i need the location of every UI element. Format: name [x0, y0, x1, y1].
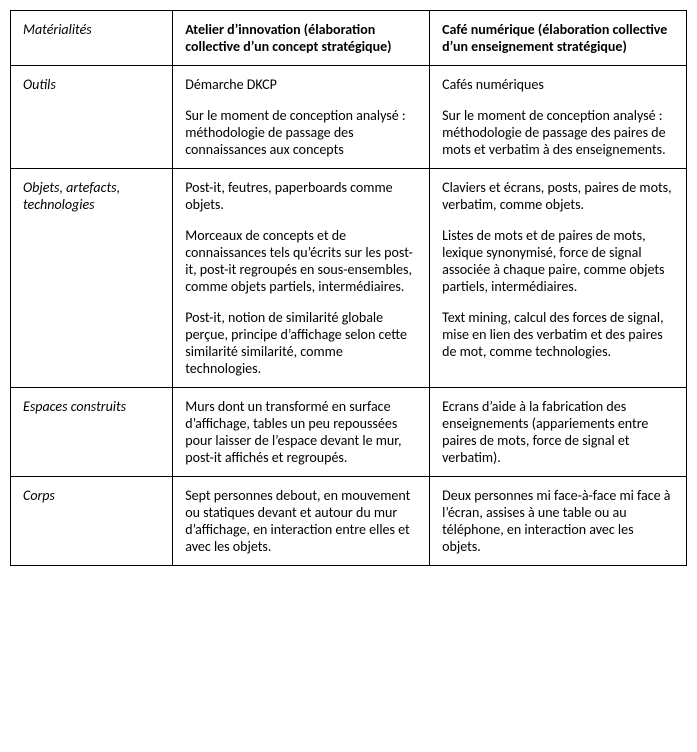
row-label-corps: Corps [11, 477, 173, 566]
cell-text: Cafés numériques [442, 76, 674, 93]
cell-text: Deux personnes mi face-à-face mi face à … [442, 487, 674, 555]
cell-text: Listes de mots et de paires de mots, lex… [442, 227, 674, 295]
header-col-0: Matérialités [11, 11, 173, 66]
table-body: Matérialités Atelier d’innovation (élabo… [11, 11, 687, 566]
table-header-row: Matérialités Atelier d’innovation (élabo… [11, 11, 687, 66]
header-col-1: Atelier d’innovation (élaboration collec… [173, 11, 430, 66]
materialities-table: Matérialités Atelier d’innovation (élabo… [10, 10, 687, 566]
table-row: Outils Démarche DKCP Sur le moment de co… [11, 66, 687, 169]
cell-text: Démarche DKCP [185, 76, 417, 93]
cell-espaces-a: Murs dont un transformé en surface d’aff… [173, 388, 430, 477]
cell-corps-a: Sept personnes debout, en mouvement ou s… [173, 477, 430, 566]
cell-text: Sur le moment de conception analysé : mé… [442, 107, 674, 158]
cell-objets-a: Post-it, feutres, paperboards comme obje… [173, 169, 430, 388]
table-row: Espaces construits Murs dont un transfor… [11, 388, 687, 477]
cell-outils-a: Démarche DKCP Sur le moment de conceptio… [173, 66, 430, 169]
header-col-2: Café numérique (élaboration collective d… [430, 11, 687, 66]
table-row: Objets, artefacts, technologies Post-it,… [11, 169, 687, 388]
cell-text: Murs dont un transformé en surface d’aff… [185, 398, 417, 466]
cell-text: Claviers et écrans, posts, paires de mot… [442, 179, 674, 213]
cell-objets-b: Claviers et écrans, posts, paires de mot… [430, 169, 687, 388]
table-row: Corps Sept personnes debout, en mouvemen… [11, 477, 687, 566]
cell-text: Text mining, calcul des forces de signal… [442, 309, 674, 360]
row-label-outils: Outils [11, 66, 173, 169]
cell-text: Morceaux de concepts et de connaissances… [185, 227, 417, 295]
cell-outils-b: Cafés numériques Sur le moment de concep… [430, 66, 687, 169]
row-label-espaces: Espaces construits [11, 388, 173, 477]
cell-text: Ecrans d’aide à la fabrication des ensei… [442, 398, 674, 466]
cell-text: Sept personnes debout, en mouvement ou s… [185, 487, 417, 555]
cell-espaces-b: Ecrans d’aide à la fabrication des ensei… [430, 388, 687, 477]
cell-corps-b: Deux personnes mi face-à-face mi face à … [430, 477, 687, 566]
cell-text: Sur le moment de conception analysé : mé… [185, 107, 417, 158]
cell-text: Post-it, notion de similarité globale pe… [185, 309, 417, 377]
row-label-objets: Objets, artefacts, technologies [11, 169, 173, 388]
cell-text: Post-it, feutres, paperboards comme obje… [185, 179, 417, 213]
